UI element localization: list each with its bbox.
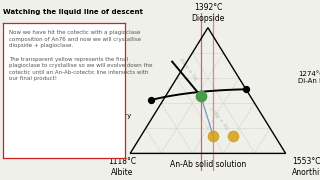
Text: 1274°C
Di-An binary eutectic: 1274°C Di-An binary eutectic	[298, 71, 320, 84]
Text: diop + liq: diop + liq	[178, 57, 198, 81]
Text: 1392°C
Diopside: 1392°C Diopside	[191, 3, 225, 23]
Text: 1118°C
Albite: 1118°C Albite	[108, 157, 137, 177]
Point	[211, 135, 216, 138]
Text: 1085°C
Ab-Di binary
eutectic: 1085°C Ab-Di binary eutectic	[88, 106, 132, 126]
Text: Now we have hit the cotectic with a plagioclase
composition of An76 and now we w: Now we have hit the cotectic with a plag…	[9, 30, 153, 81]
Text: An-Ab solid solution: An-Ab solid solution	[170, 160, 246, 169]
Point	[230, 135, 235, 138]
Point	[198, 95, 204, 98]
Point	[148, 98, 154, 101]
Text: 1553°C
Anorthite: 1553°C Anorthite	[292, 157, 320, 177]
Text: Watching the liquid line of descent: Watching the liquid line of descent	[3, 9, 143, 15]
Point	[244, 88, 249, 91]
Text: plag + liq: plag + liq	[209, 106, 229, 130]
